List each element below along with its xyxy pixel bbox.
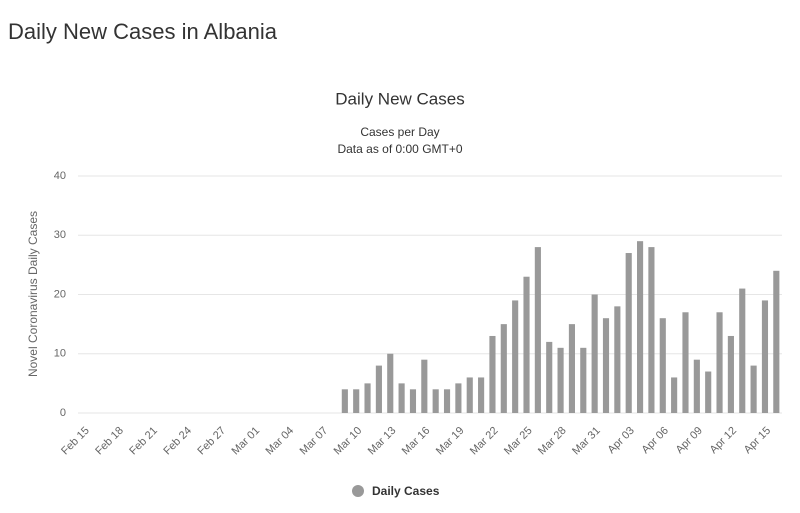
- bar: [387, 353, 394, 413]
- bar: [682, 312, 689, 413]
- bar: [409, 389, 417, 413]
- bar: [727, 335, 734, 413]
- bar: [546, 341, 553, 413]
- bar: [705, 371, 712, 413]
- y-tick-label: 40: [54, 170, 66, 182]
- x-tick-label: Apr 12: [708, 425, 739, 456]
- bar: [591, 294, 598, 413]
- x-tick-label: Feb 15: [59, 425, 92, 458]
- x-tick-label: Mar 04: [264, 425, 297, 458]
- bar: [602, 318, 610, 413]
- bar: [580, 347, 587, 413]
- bar: [534, 247, 541, 413]
- bar: [625, 253, 632, 413]
- bar: [773, 270, 780, 413]
- bar: [739, 288, 746, 413]
- legend-marker: [352, 485, 364, 497]
- x-tick-label: Feb 21: [127, 425, 160, 458]
- bar: [364, 383, 371, 413]
- bar: [761, 300, 769, 413]
- x-tick-label: Mar 22: [468, 425, 501, 458]
- bar: [614, 306, 621, 413]
- x-tick-label: Mar 25: [502, 425, 535, 458]
- y-tick-label: 20: [54, 288, 66, 300]
- x-tick-label: Mar 16: [400, 425, 433, 458]
- x-tick-label: Apr 03: [605, 425, 636, 456]
- chart-subtitle: Data as of 0:00 GMT+0: [337, 142, 462, 156]
- bar: [636, 241, 644, 413]
- bar: [568, 324, 576, 413]
- bar: [466, 377, 473, 413]
- bar: [478, 377, 485, 413]
- x-tick-label: Mar 07: [298, 425, 331, 458]
- bar: [750, 365, 757, 413]
- bar: [375, 365, 382, 413]
- x-tick-label: Apr 06: [640, 425, 671, 456]
- bar: [557, 347, 564, 413]
- bar: [500, 324, 507, 413]
- x-tick-label: Mar 10: [332, 425, 365, 458]
- bar: [523, 276, 530, 413]
- x-tick-label: Feb 24: [161, 425, 194, 458]
- bar: [489, 335, 496, 413]
- bar: [432, 389, 439, 413]
- y-axis-label: Novel Coronavirus Daily Cases: [26, 211, 40, 377]
- bar: [659, 318, 666, 413]
- bar: [398, 383, 405, 413]
- bar: [512, 300, 519, 413]
- chart-title: Daily New Cases: [335, 89, 464, 108]
- x-tick-label: Apr 09: [674, 425, 705, 456]
- bar: [671, 377, 678, 413]
- x-tick-label: Mar 01: [229, 425, 262, 458]
- x-tick-label: Mar 13: [366, 425, 399, 458]
- x-tick-label: Feb 18: [93, 425, 126, 458]
- x-tick-label: Mar 28: [536, 425, 569, 458]
- bar: [455, 383, 462, 413]
- bar: [421, 359, 428, 413]
- legend-label: Daily Cases: [372, 484, 440, 498]
- bar: [716, 312, 723, 413]
- bar: [353, 389, 360, 413]
- x-tick-label: Apr 15: [742, 425, 773, 456]
- bar: [341, 389, 348, 413]
- y-tick-label: 30: [54, 229, 66, 241]
- bar: [693, 359, 700, 413]
- bar: [443, 389, 451, 413]
- x-tick-label: Mar 31: [570, 425, 603, 458]
- bar: [648, 247, 655, 413]
- y-tick-label: 10: [54, 348, 66, 360]
- y-tick-label: 0: [60, 407, 66, 419]
- chart-subtitle: Cases per Day: [360, 125, 439, 139]
- x-tick-label: Feb 27: [195, 425, 228, 458]
- x-tick-label: Mar 19: [434, 425, 467, 458]
- page-title: Daily New Cases in Albania: [8, 19, 278, 44]
